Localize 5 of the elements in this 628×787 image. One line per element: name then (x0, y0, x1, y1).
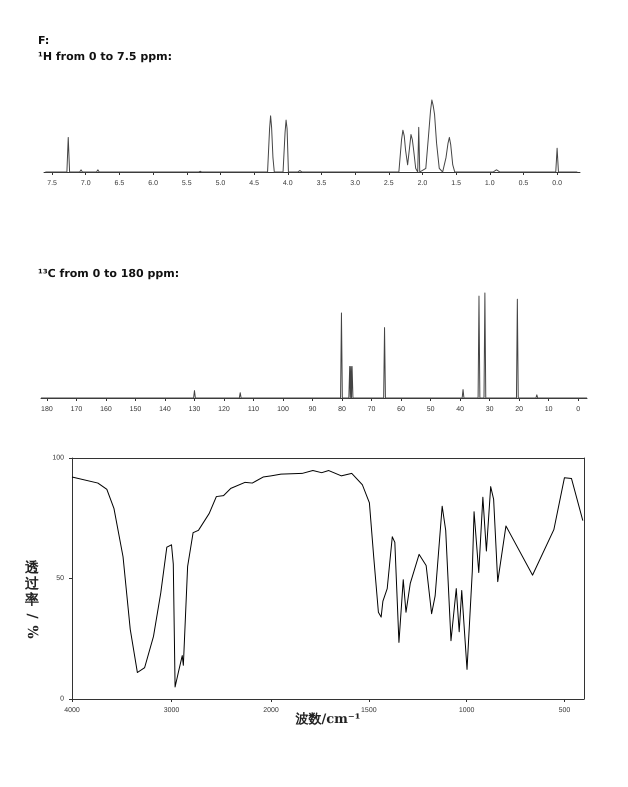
chart-title: F: (38, 34, 50, 47)
y-axis-title: 透过率/% (24, 560, 40, 640)
chart-title: ¹³C from 0 to 180 ppm: (38, 267, 180, 280)
chart-subtitle: ¹H from 0 to 7.5 ppm: (38, 50, 172, 63)
x-axis-title: 波数/cm⁻¹ (296, 711, 360, 728)
